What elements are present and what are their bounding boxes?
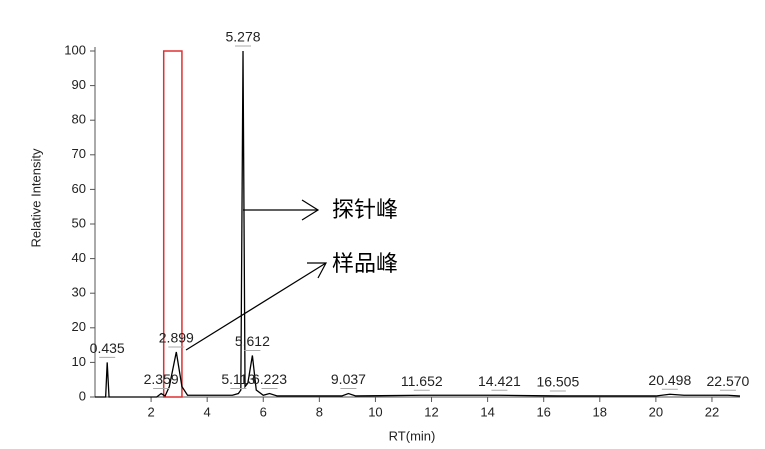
y-tick-label: 60: [72, 181, 86, 196]
y-tick-label: 0: [79, 388, 86, 403]
annotation-arrows: [185, 199, 327, 351]
peak-label: 11.652: [401, 373, 443, 389]
x-tick-label: 4: [204, 404, 211, 419]
y-axis-label: Relative Intensity: [28, 148, 43, 247]
peak-label: 6.223: [252, 371, 287, 387]
x-tick-label: 20: [649, 404, 663, 419]
x-tick-label: 10: [368, 404, 382, 419]
annotation: 样品峰: [332, 252, 398, 277]
y-tick-label: 20: [72, 319, 86, 334]
highlight-box: [162, 50, 183, 398]
peak-label: 5.113: [221, 371, 255, 387]
peak-label: 22.570: [707, 373, 750, 389]
y-tick-label: 90: [72, 77, 86, 92]
x-tick-label: 18: [593, 404, 607, 419]
x-tick-label: 16: [536, 404, 550, 419]
x-tick-label: 2: [147, 404, 154, 419]
x-tick-label: 8: [316, 404, 323, 419]
peak-label: 5.278: [225, 29, 260, 45]
y-tick-label: 40: [72, 250, 86, 265]
y-tick-label: 30: [72, 285, 86, 300]
peak-label: 14.421: [478, 373, 521, 389]
trace: [95, 50, 741, 398]
x-tick-label: 6: [260, 404, 267, 419]
peak-label: 2.899: [159, 330, 194, 346]
x-tick-label: 14: [480, 404, 494, 419]
y-tick-label: 100: [64, 42, 86, 57]
y-tick-label: 50: [72, 215, 86, 230]
y-tick-label: 10: [72, 354, 86, 369]
peak-label: 0.435: [90, 340, 125, 356]
peak-label: 5.612: [235, 333, 270, 349]
peak-label: 2.359: [144, 371, 179, 387]
x-tick-label: 12: [424, 404, 438, 419]
annotation: 探针峰: [332, 198, 398, 223]
y-tick-label: 80: [72, 112, 86, 127]
peak-label: 9.037: [331, 371, 366, 387]
x-tick-label: 22: [705, 404, 719, 419]
peak-label: 20.498: [648, 372, 691, 388]
peak-label: 16.505: [536, 374, 579, 390]
y-tick-label: 70: [72, 146, 86, 161]
x-axis-label: RT(min): [389, 428, 436, 443]
